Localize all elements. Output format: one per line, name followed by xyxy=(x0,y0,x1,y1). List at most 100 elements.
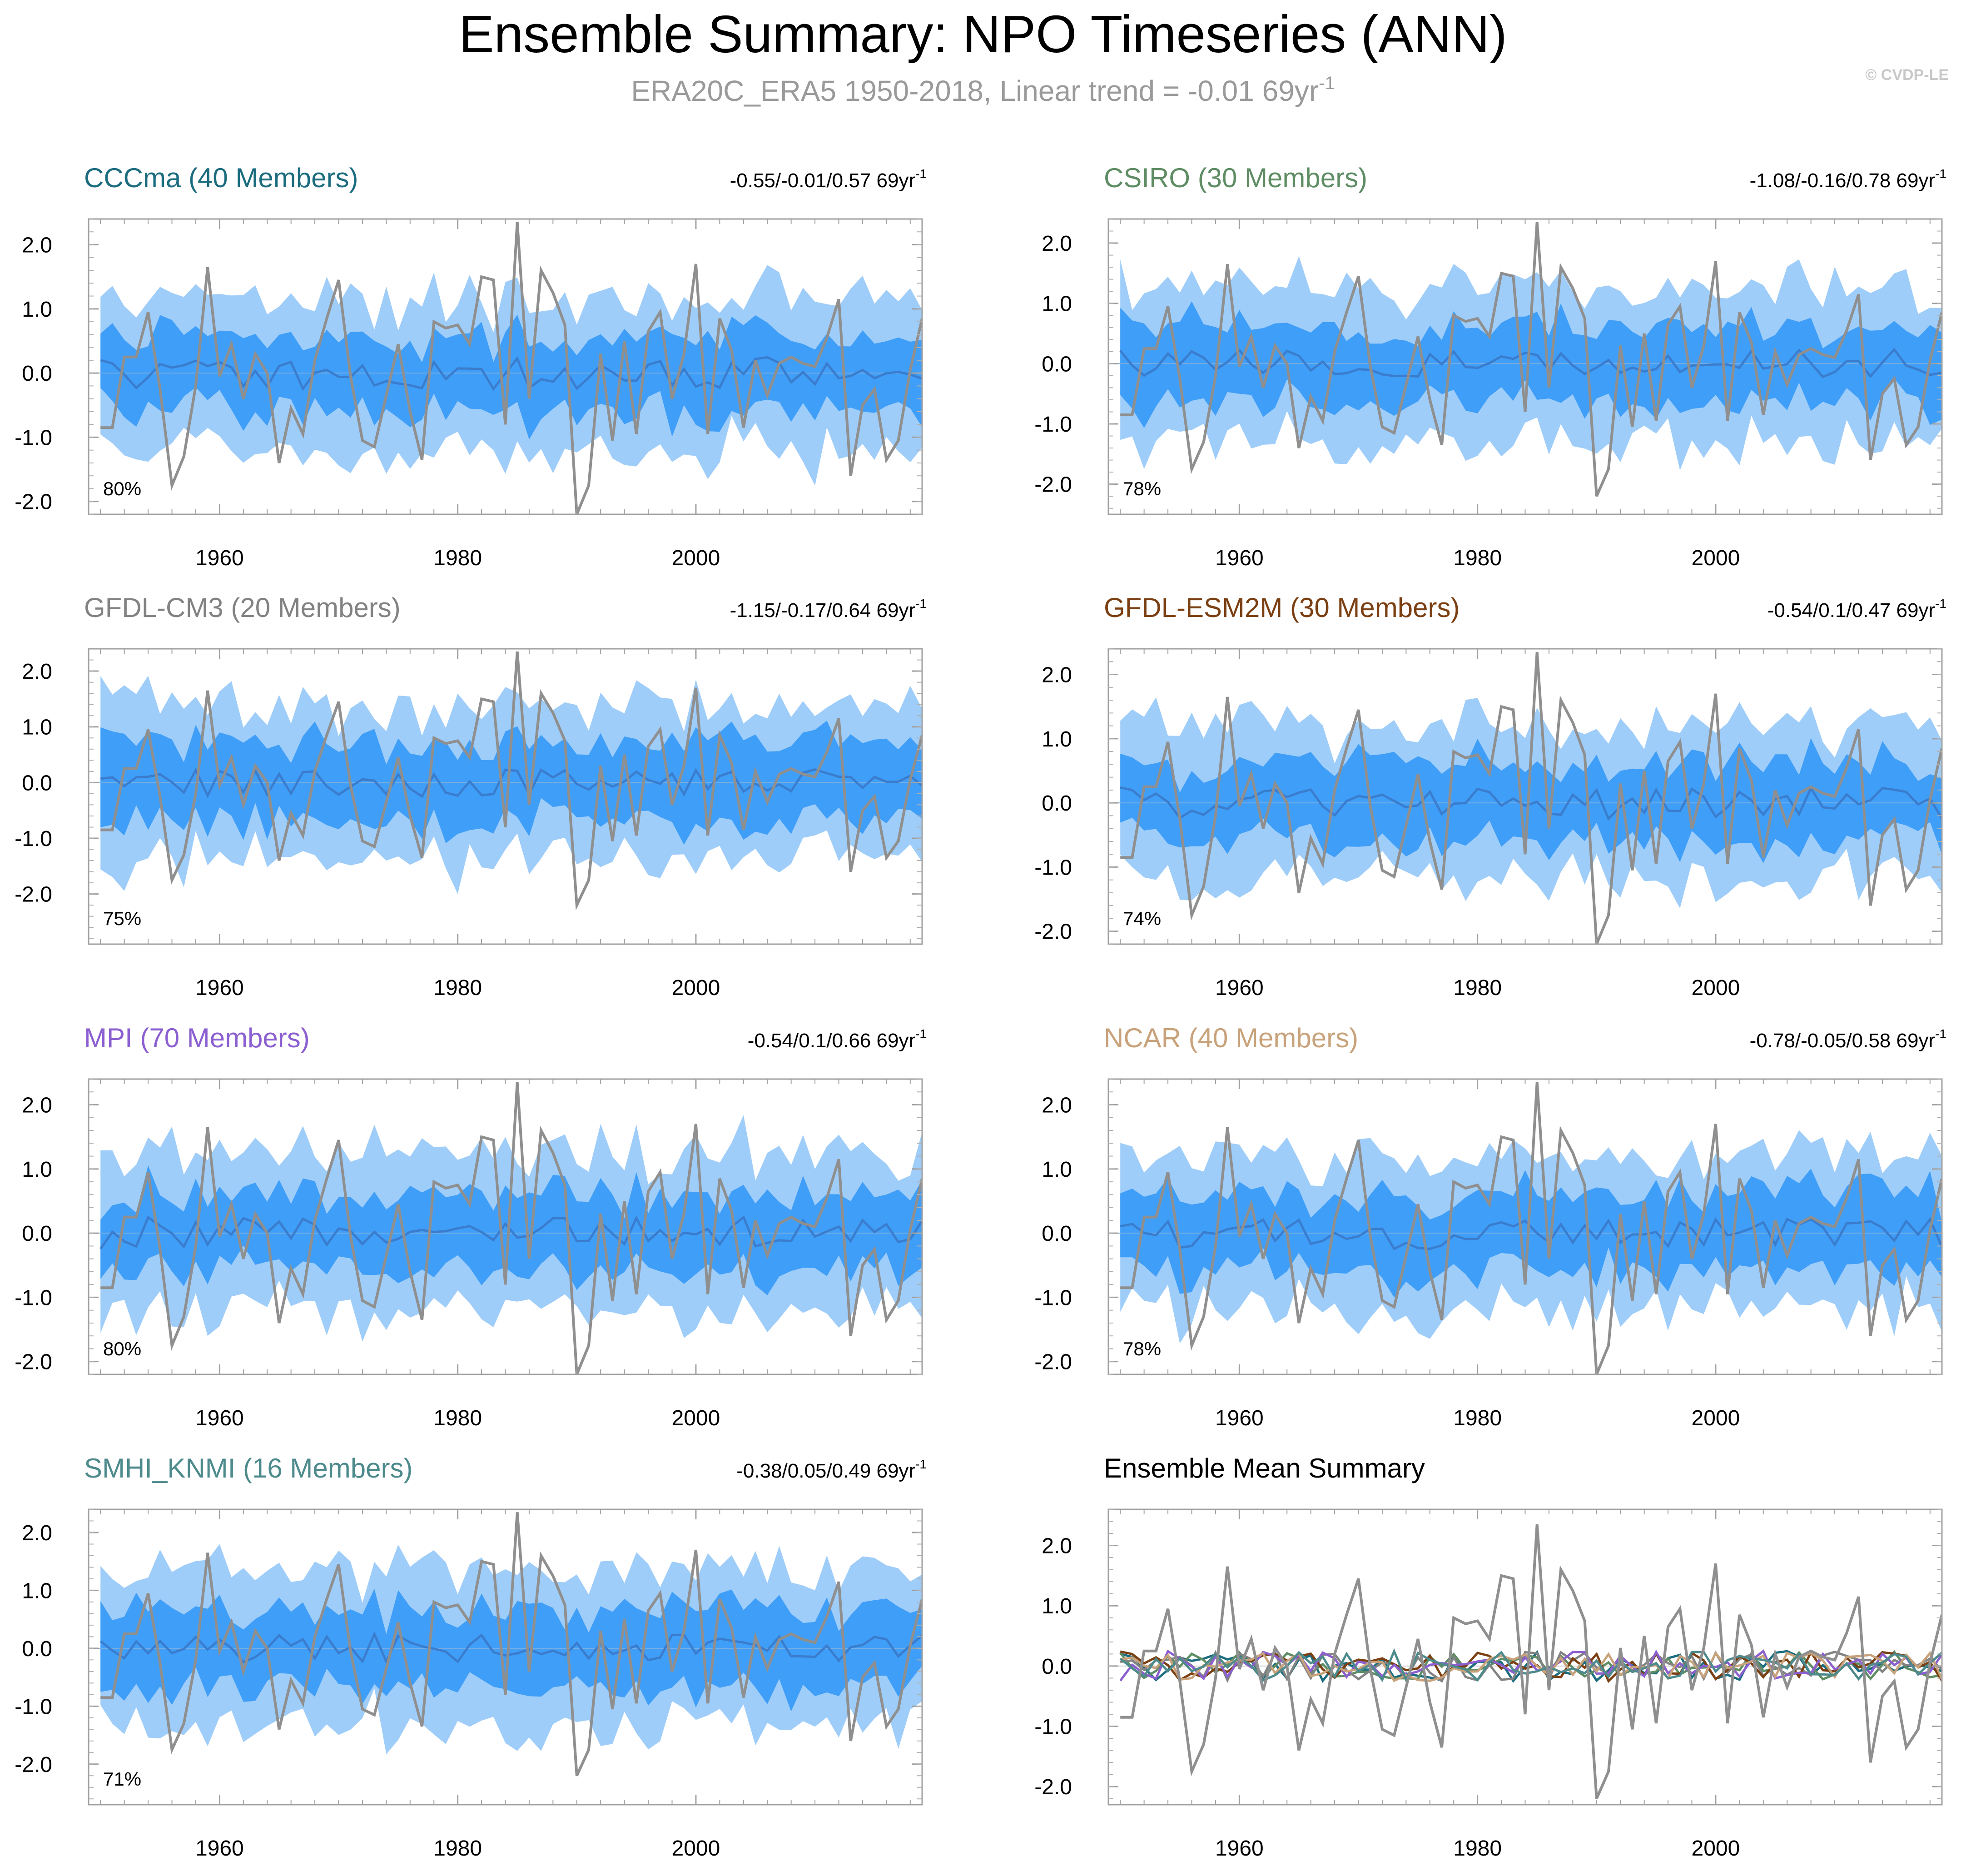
y-tick-label: -1.0 xyxy=(15,1286,52,1310)
percent-label: 74% xyxy=(1123,908,1161,929)
y-tick-label: -1.0 xyxy=(1034,856,1072,880)
percent-label: 75% xyxy=(103,908,141,929)
y-tick-label: 2.0 xyxy=(22,1521,52,1545)
y-tick-label: 1.0 xyxy=(1042,1158,1072,1182)
x-tick-label: 1960 xyxy=(195,1406,244,1430)
observation-line xyxy=(100,651,922,911)
y-tick-label: 1.0 xyxy=(1042,727,1072,751)
x-tick-label: 1980 xyxy=(1453,1836,1502,1861)
plot-area xyxy=(1108,222,1942,497)
trend-label: -0.55/-0.01/0.57 69yr-1 xyxy=(730,167,927,192)
plot-area xyxy=(89,1082,922,1374)
y-tick-label: 2.0 xyxy=(1042,1534,1072,1558)
panel-title: NCAR (40 Members) xyxy=(1104,1023,1358,1053)
y-tick-label: -2.0 xyxy=(1034,473,1072,497)
y-tick-label: -1.0 xyxy=(1034,1715,1072,1739)
x-tick-label: 1960 xyxy=(1215,546,1264,570)
x-tick-label: 1960 xyxy=(195,546,244,570)
panel-gfdl-esm2m: GFDL-ESM2M (30 Members) -0.54/0.1/0.47 69… xyxy=(1034,592,1946,1000)
plot-area xyxy=(1108,1524,1942,1799)
y-tick-label: 0.0 xyxy=(22,1637,52,1661)
observation-line xyxy=(1120,1524,1942,1799)
x-tick-label: 1960 xyxy=(1215,1406,1264,1430)
y-tick-label: -2.0 xyxy=(15,883,52,907)
x-tick-label: 1960 xyxy=(1215,976,1264,1000)
x-tick-label: 2000 xyxy=(672,546,720,570)
figure-title: Ensemble Summary: NPO Timeseries (ANN) xyxy=(459,5,1507,64)
ensemble-mean-line xyxy=(1120,1217,1942,1250)
y-tick-label: -2.0 xyxy=(1034,1350,1072,1374)
y-tick-label: 0.0 xyxy=(1042,352,1072,376)
x-tick-label: 2000 xyxy=(1692,1406,1740,1430)
panel-ncar: NCAR (40 Members) -0.78/-0.05/0.58 69yr-1… xyxy=(1034,1023,1946,1430)
panel-title: SMHI_KNMI (16 Members) xyxy=(84,1453,412,1483)
y-tick-label: 2.0 xyxy=(1042,1094,1072,1118)
y-tick-label: 1.0 xyxy=(22,1579,52,1603)
y-tick-label: -2.0 xyxy=(15,1350,52,1374)
trend-label: -0.38/0.05/0.49 69yr-1 xyxy=(736,1457,927,1482)
x-tick-label: 1960 xyxy=(1215,1836,1264,1861)
panel-title: Ensemble Mean Summary xyxy=(1104,1453,1425,1483)
x-tick-label: 1960 xyxy=(195,976,244,1000)
observation-line xyxy=(100,222,922,514)
y-tick-label: 2.0 xyxy=(22,234,52,258)
panel-ensemble-mean-summary: Ensemble Mean Summary 2.0 1.0 0.0 -1.0 -2.0 19… xyxy=(1034,1453,1943,1861)
ensemble-mean-line xyxy=(100,356,922,391)
panel-title: GFDL-CM3 (20 Members) xyxy=(84,592,401,623)
y-tick-label: 1.0 xyxy=(1042,1594,1072,1618)
panel-title: MPI (70 Members) xyxy=(84,1023,310,1053)
x-tick-label: 1980 xyxy=(1453,976,1502,1000)
panel-gfdl-cm3: GFDL-CM3 (20 Members) -1.15/-0.17/0.64 69… xyxy=(15,592,927,1000)
mean-series-line xyxy=(1120,1651,1942,1682)
ensemble-mean-line xyxy=(1119,348,1942,378)
trend-label: -0.54/0.1/0.66 69yr-1 xyxy=(748,1027,927,1052)
observation-line xyxy=(1120,652,1942,944)
x-tick-label: 1980 xyxy=(1453,1406,1502,1430)
y-tick-label: -1.0 xyxy=(1034,1286,1072,1310)
panel-smhi-knmi: SMHI_KNMI (16 Members) -0.38/0.05/0.49 69… xyxy=(15,1453,927,1861)
plot-area xyxy=(1108,652,1942,944)
percent-label: 80% xyxy=(103,478,141,499)
trend-label: -0.54/0.1/0.47 69yr-1 xyxy=(1767,597,1946,622)
y-tick-label: 2.0 xyxy=(1042,663,1072,687)
y-tick-label: 0.0 xyxy=(1042,1655,1072,1679)
panel-title: GFDL-ESM2M (30 Members) xyxy=(1104,592,1460,623)
plot-area xyxy=(1108,1082,1942,1374)
y-tick-label: 1.0 xyxy=(1042,292,1072,316)
observation-line xyxy=(1120,222,1942,497)
x-tick-label: 2000 xyxy=(1692,546,1740,570)
plot-area xyxy=(89,651,922,911)
y-tick-label: -1.0 xyxy=(15,426,52,450)
x-tick-label: 1980 xyxy=(433,1836,482,1861)
x-tick-label: 2000 xyxy=(672,976,720,1000)
y-tick-label: -2.0 xyxy=(1034,920,1072,944)
panels: CCCma (40 Members) -0.55/-0.01/0.57 69yr-… xyxy=(15,163,1946,1861)
y-tick-label: -2.0 xyxy=(15,1753,52,1777)
y-tick-label: 1.0 xyxy=(22,716,52,740)
panel-title: CSIRO (30 Members) xyxy=(1104,163,1367,193)
x-tick-label: 2000 xyxy=(672,1836,720,1861)
y-tick-label: 1.0 xyxy=(22,298,52,322)
x-tick-label: 1980 xyxy=(1453,546,1502,570)
percent-label: 80% xyxy=(103,1338,141,1359)
y-tick-label: 0.0 xyxy=(22,1222,52,1246)
plot-area xyxy=(89,1512,922,1776)
y-tick-label: 2.0 xyxy=(1042,232,1072,256)
y-tick-label: -2.0 xyxy=(1034,1775,1072,1799)
trend-label: -0.78/-0.05/0.58 69yr-1 xyxy=(1750,1027,1946,1052)
y-tick-label: 0.0 xyxy=(22,771,52,795)
ensemble-mean-line xyxy=(100,767,922,799)
observation-line xyxy=(100,1082,922,1374)
percent-label: 78% xyxy=(1123,478,1161,499)
x-tick-label: 2000 xyxy=(1692,976,1740,1000)
x-tick-label: 1980 xyxy=(433,1406,482,1430)
plot-area xyxy=(89,222,922,514)
panel-cccma: CCCma (40 Members) -0.55/-0.01/0.57 69yr-… xyxy=(15,163,927,570)
y-tick-label: 1.0 xyxy=(22,1158,52,1182)
y-tick-label: 0.0 xyxy=(1042,791,1072,816)
y-tick-label: -1.0 xyxy=(15,1695,52,1719)
panel-csiro: CSIRO (30 Members) -1.08/-0.16/0.78 69yr-… xyxy=(1034,163,1946,570)
percent-label: 78% xyxy=(1123,1338,1161,1359)
x-tick-label: 1980 xyxy=(433,976,482,1000)
